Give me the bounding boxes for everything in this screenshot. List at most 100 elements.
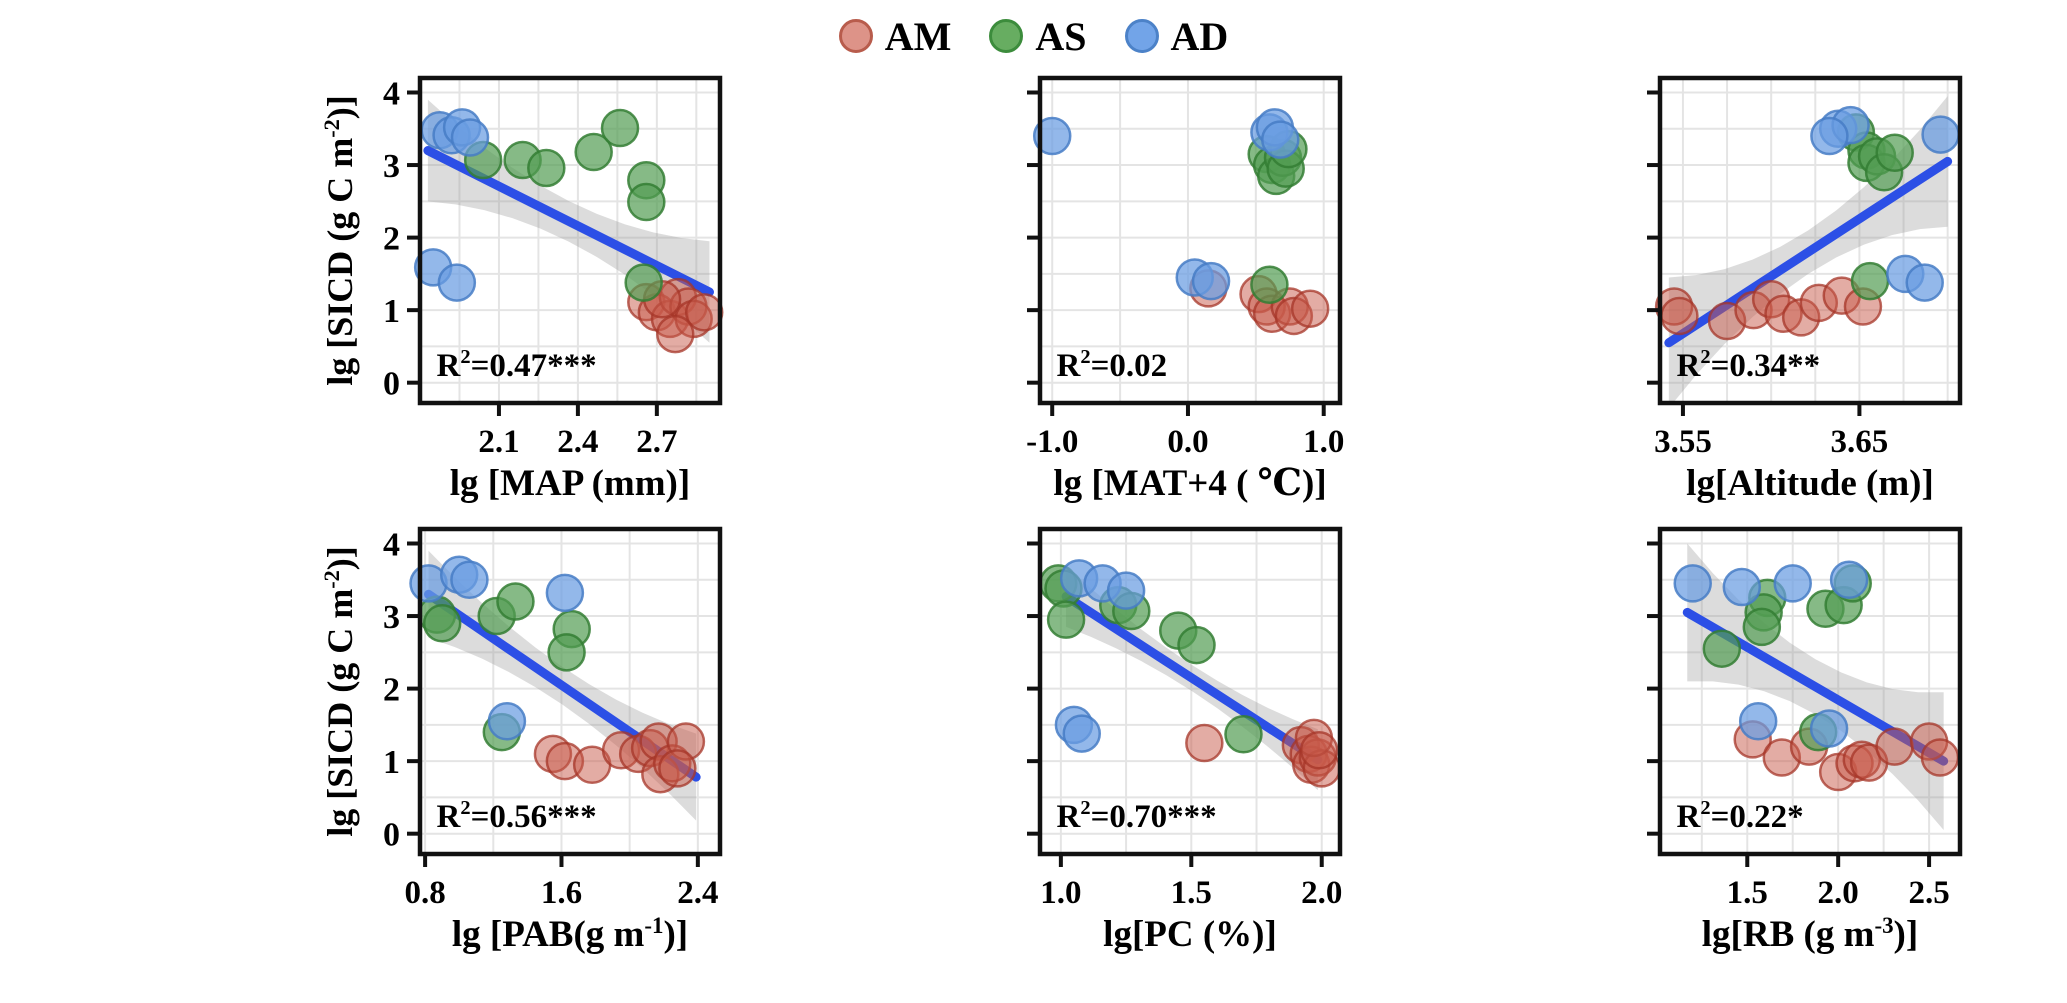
point-AM (1299, 731, 1339, 770)
r-squared-label: R2=0.22* (1677, 797, 1804, 835)
point-AS (574, 132, 613, 172)
x-tick-label: 2.0 (1301, 875, 1342, 911)
y-tick-label: 3 (383, 599, 400, 636)
x-tick-label: 0.0 (1167, 424, 1208, 460)
point-AD (1191, 261, 1231, 301)
panel-border (1657, 526, 1963, 857)
x-axis-title: lg[Altitude (m)] (1686, 463, 1934, 504)
y-tick-label: 2 (383, 221, 400, 258)
x-tick-label: 3.55 (1654, 424, 1712, 460)
point-AD (1032, 116, 1072, 156)
series-AD (1054, 559, 1146, 753)
subplot-rb: R2=0.22* 1.5 2.0 2.5lg[RB (g m-3)] (1647, 526, 1963, 955)
r-squared-label: R2=0.70*** (1057, 797, 1217, 835)
point-AD (450, 118, 490, 157)
legend-item-am: AM (838, 13, 951, 60)
point-AS (1702, 629, 1742, 668)
legend-label-as: AS (1035, 13, 1087, 59)
point-AM (658, 749, 697, 788)
point-AM (1660, 296, 1699, 336)
x-axis-title: lg[PC (%)] (1103, 914, 1277, 955)
subplot-pab: R2=0.56*** 0.8 1.6 2.4 0 1 2 3 4 lg [PAB(g m-1)] l… (319, 526, 723, 955)
point-AD (1810, 116, 1849, 156)
x-tick-label: 1.6 (541, 875, 582, 911)
point-AS (527, 148, 566, 188)
gridlines (1040, 78, 1340, 403)
point-AS (1850, 261, 1890, 301)
r-squared-label: R2=0.02 (1057, 346, 1168, 384)
y-axis-title: lg [SICD (g C m-2)] (319, 95, 360, 386)
y-tick-label: 4 (383, 527, 400, 564)
point-AD (1673, 564, 1712, 603)
y-tick-label: 3 (383, 148, 400, 185)
y-tick-label: 2 (383, 672, 400, 709)
point-AS (627, 182, 666, 222)
point-AD (1921, 115, 1960, 154)
legend-label-ad: AD (1170, 13, 1229, 59)
x-tick-label: -1.0 (1026, 424, 1078, 460)
point-AD (1106, 571, 1146, 610)
point-AD (1738, 701, 1778, 741)
subplot-mat: R2=0.02 -1.0 0.0 1.0lg [MAT+4 ( ℃)] (1026, 75, 1344, 504)
r-squared-label: R2=0.47*** (437, 346, 597, 384)
point-AS (1742, 607, 1782, 647)
subplot-row-2: R2=0.56*** 0.8 1.6 2.4 0 1 2 3 4 lg [PAB(g m-1)] l… (0, 519, 2067, 955)
point-AD (1773, 564, 1812, 603)
series-AM (1654, 276, 1883, 341)
y-axis-title: lg [SICD (g C m-2)] (319, 546, 360, 837)
y-tick-label: 0 (383, 366, 400, 403)
y-tick-label: 4 (383, 76, 400, 113)
point-AS (1177, 625, 1216, 665)
panel-border (1657, 75, 1963, 406)
point-AS (600, 108, 640, 148)
as-marker-icon (989, 19, 1024, 53)
x-tick-label: 1.0 (1040, 875, 1081, 911)
point-AD (1905, 263, 1944, 302)
x-axis-title: lg [PAB(g m-1)] (452, 913, 688, 955)
point-AM (1875, 727, 1914, 766)
legend: AM AS AD (0, 0, 2067, 68)
point-AD (1261, 120, 1300, 159)
panel-border (1037, 75, 1343, 406)
x-tick-label: 2.5 (1908, 875, 1949, 911)
panel-border (417, 75, 723, 406)
point-AD (1722, 567, 1762, 607)
am-marker-icon (838, 19, 873, 53)
point-AM (1290, 289, 1330, 328)
x-axis-title: lg [MAT+4 ( ℃)] (1053, 463, 1326, 504)
x-tick-label: 1.0 (1303, 424, 1344, 460)
y-tick-label: 1 (383, 744, 400, 781)
x-tick-label: 2.4 (677, 875, 718, 911)
series-AD (1032, 108, 1300, 301)
ad-marker-icon (1124, 19, 1159, 53)
legend-item-as: AS (989, 13, 1087, 60)
gridlines (1660, 78, 1960, 403)
regression-line (1061, 591, 1323, 765)
point-AS (496, 582, 535, 621)
point-AD (545, 573, 585, 613)
panel-border (417, 526, 723, 857)
subplot-pc: R2=0.70*** 1.0 1.5 2.0 lg[PC (%)] (1027, 526, 1342, 955)
point-AD (487, 701, 527, 741)
series-AD (1673, 560, 1869, 748)
point-AS (1250, 265, 1289, 305)
x-tick-label: 2.7 (636, 424, 677, 460)
point-AS (1224, 715, 1263, 754)
x-tick-label: 2.4 (557, 424, 598, 460)
series-AD (1810, 105, 1960, 302)
point-AM (1185, 723, 1224, 763)
point-AD (437, 263, 477, 302)
series-AM (1189, 269, 1330, 336)
x-tick-label: 1.5 (1171, 875, 1212, 911)
point-AS (1875, 133, 1914, 172)
legend-item-ad: AD (1124, 13, 1229, 60)
subplot-map: R2=0.47*** 2.1 2.4 2.7 0 1 2 3 4 lg [MAP (mm)] lg … (319, 75, 724, 504)
point-AD (450, 560, 489, 600)
x-tick-label: 0.8 (404, 875, 445, 911)
x-tick-label: 2.1 (478, 424, 519, 460)
point-AS (1046, 600, 1086, 639)
point-AM (656, 314, 695, 354)
point-AD (1829, 560, 1869, 600)
